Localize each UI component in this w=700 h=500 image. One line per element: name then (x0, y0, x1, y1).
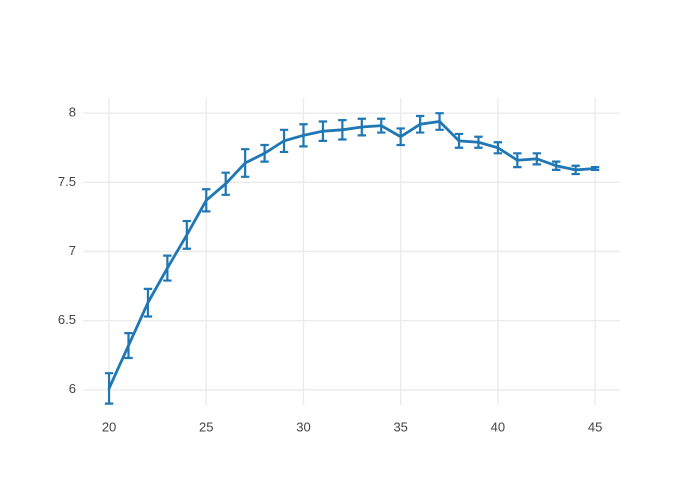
y-tick-label: 7.5 (58, 174, 76, 189)
x-tick-label: 40 (491, 419, 505, 434)
x-tick-label: 20 (102, 419, 116, 434)
y-tick-label: 6 (69, 381, 76, 396)
series-line (107, 120, 597, 390)
y-tick-label: 6.5 (58, 312, 76, 327)
y-tick-label: 8 (69, 105, 76, 120)
y-tick-label: 7 (69, 243, 76, 258)
x-tick-label: 25 (199, 419, 213, 434)
x-tick-label: 35 (393, 419, 407, 434)
x-tick-label: 45 (588, 419, 602, 434)
x-tick-label: 30 (296, 419, 310, 434)
